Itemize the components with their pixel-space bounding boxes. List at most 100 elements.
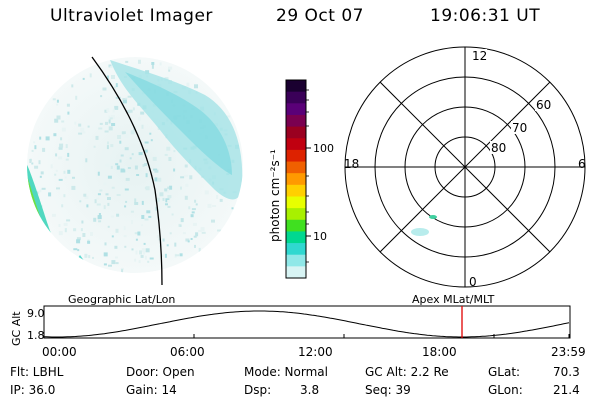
- aurora-band-core: [125, 72, 232, 175]
- disk-speckle: [219, 198, 223, 202]
- disk-speckle: [124, 166, 127, 171]
- disk-speckle: [207, 203, 212, 208]
- orbit-xticks: [43, 334, 570, 338]
- xtick-2359: 23:59: [551, 345, 586, 359]
- disk-speckle: [131, 248, 134, 251]
- disk-speckle: [103, 205, 106, 210]
- limb-line: [91, 56, 163, 286]
- disk-speckle: [55, 169, 58, 172]
- disk-speckle: [169, 185, 173, 190]
- disk-speckle: [82, 233, 86, 237]
- orbit-plot: Geographic Lat/Lon Apex MLat/MLT GC Alt …: [10, 293, 571, 346]
- disk-speckle: [61, 204, 64, 208]
- disk-speckle: [180, 176, 185, 179]
- disk-speckle: [126, 110, 131, 114]
- disk-speckle: [127, 167, 131, 169]
- disk-speckle: [131, 220, 133, 225]
- disk-speckle: [165, 203, 168, 206]
- disk-speckle: [159, 245, 161, 247]
- disk-speckle: [71, 84, 74, 88]
- disk-speckle: [58, 224, 61, 227]
- disk-speckle: [180, 186, 182, 190]
- disk-speckle: [104, 130, 109, 133]
- disk-speckle: [201, 231, 206, 234]
- disk-speckle: [105, 193, 109, 196]
- disk-speckle: [73, 228, 77, 232]
- disk-speckle: [56, 99, 59, 103]
- disk-speckle: [58, 146, 63, 150]
- colorbar-segment: [286, 243, 306, 256]
- disk-speckle: [137, 231, 141, 236]
- disk-speckle: [194, 244, 196, 248]
- disk-speckle: [184, 164, 188, 168]
- disk-speckle: [72, 176, 75, 179]
- disk-speckle: [60, 137, 63, 141]
- disk-speckle: [29, 159, 32, 163]
- disk-speckle: [107, 202, 110, 206]
- polar-diagonal-2: [379, 81, 551, 253]
- disk-speckle: [167, 186, 170, 191]
- disk-speckle: [168, 67, 171, 72]
- lat-label-70: 70: [512, 121, 527, 135]
- disk-speckle: [103, 263, 107, 266]
- disk-speckle: [190, 214, 194, 218]
- disk-speckle: [149, 132, 152, 135]
- disk-speckle: [63, 194, 66, 198]
- disk-speckle: [168, 66, 173, 70]
- disk-speckle: [216, 195, 219, 199]
- orbit-frame: [43, 305, 571, 339]
- disk-speckle: [89, 73, 92, 78]
- disk-speckle: [157, 199, 160, 202]
- disk-speckle: [175, 254, 180, 257]
- disk-speckle: [65, 158, 69, 161]
- polar-aurora-spot: [429, 215, 437, 219]
- disk-speckle: [105, 121, 108, 125]
- disk-speckle: [142, 164, 145, 167]
- disk-speckle: [166, 244, 169, 247]
- colorbar: 100 10 photon cm⁻²s⁻¹: [268, 79, 334, 279]
- disk-speckle: [194, 84, 198, 89]
- disk-speckle: [167, 195, 172, 199]
- disk-speckle: [140, 254, 144, 258]
- disk-speckle: [53, 133, 57, 137]
- info-door: Door: Open: [126, 365, 195, 379]
- disk-speckle: [111, 75, 115, 79]
- orbit-ylabel: GC Alt: [10, 311, 23, 346]
- disk-speckle: [151, 62, 155, 65]
- disk-speckle: [93, 217, 97, 222]
- disk-speckle: [98, 127, 103, 130]
- disk-speckle: [139, 250, 143, 255]
- colorbar-segment: [286, 103, 306, 116]
- disk-speckle: [99, 122, 103, 125]
- disk-speckle: [58, 156, 63, 160]
- disk-speckle: [88, 255, 91, 259]
- disk-speckle: [67, 111, 70, 115]
- disk-speckle: [129, 157, 132, 160]
- colorbar-frame: [285, 79, 307, 279]
- disk-speckle: [80, 228, 83, 232]
- disk-speckle: [185, 238, 190, 242]
- disk-speckle: [117, 135, 122, 139]
- info-filter: Flt: LBHL: [10, 365, 64, 379]
- colorbar-segment: [286, 149, 306, 163]
- disk-speckle: [96, 203, 101, 206]
- disk-speckle: [61, 127, 66, 132]
- disk-speckle: [134, 165, 138, 170]
- disk-speckle: [148, 215, 152, 218]
- colorbar-minor-ticks: [306, 89, 309, 263]
- disk-speckle: [87, 240, 91, 244]
- disk-speckle: [107, 197, 111, 200]
- disk-speckle: [195, 203, 198, 206]
- disk-speckle: [75, 95, 78, 100]
- disk-speckle: [115, 96, 120, 99]
- disk-speckle: [120, 154, 124, 157]
- disk-speckle: [73, 248, 78, 251]
- info-dsp-label: Dsp:: [244, 383, 272, 397]
- disk-speckle: [143, 251, 146, 255]
- disk-speckle: [95, 135, 99, 140]
- disk-speckle: [83, 193, 87, 197]
- disk-speckle: [111, 186, 115, 189]
- disk-speckle: [159, 62, 162, 66]
- disk-speckle: [134, 258, 137, 262]
